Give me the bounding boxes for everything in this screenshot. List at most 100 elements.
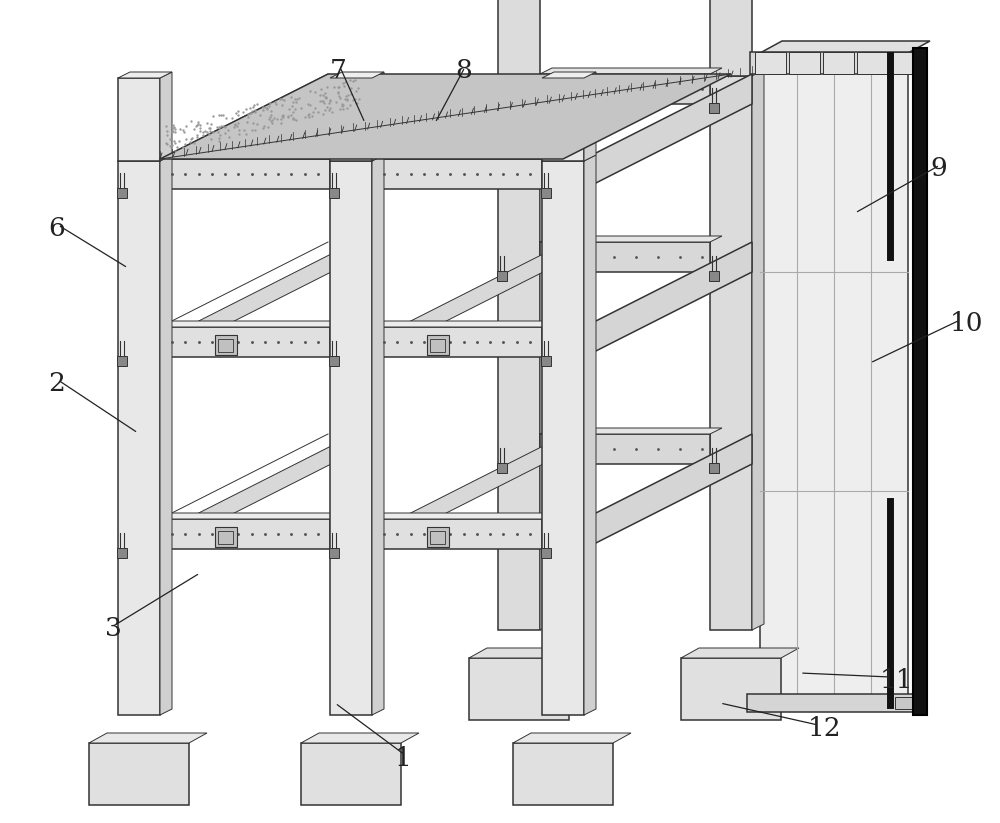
Bar — [117, 188, 127, 198]
Bar — [710, 76, 752, 630]
Text: 1: 1 — [395, 746, 412, 770]
Polygon shape — [89, 733, 207, 743]
Bar — [541, 356, 551, 366]
Bar — [215, 335, 237, 355]
Polygon shape — [760, 41, 930, 53]
Bar — [329, 356, 339, 366]
Bar — [498, 0, 540, 76]
Polygon shape — [330, 72, 384, 78]
Polygon shape — [469, 648, 587, 658]
Bar — [160, 519, 330, 549]
Bar — [218, 339, 233, 352]
Bar — [760, 53, 908, 710]
Text: 12: 12 — [808, 715, 842, 741]
Polygon shape — [160, 72, 172, 161]
Bar — [540, 242, 710, 272]
Bar — [118, 78, 160, 161]
Bar — [160, 159, 330, 189]
Bar — [895, 697, 917, 709]
Bar — [330, 78, 372, 161]
Polygon shape — [160, 155, 172, 715]
Bar — [747, 694, 913, 712]
Polygon shape — [372, 72, 384, 161]
Polygon shape — [542, 72, 596, 78]
Polygon shape — [584, 74, 752, 189]
Polygon shape — [175, 440, 343, 543]
Bar — [513, 743, 613, 805]
Bar — [160, 327, 330, 357]
Text: 8: 8 — [455, 58, 472, 82]
Polygon shape — [584, 155, 596, 715]
Bar — [430, 531, 445, 544]
Bar — [709, 463, 719, 473]
Bar — [427, 527, 449, 547]
Polygon shape — [540, 236, 722, 242]
Bar — [497, 463, 507, 473]
Bar — [913, 48, 927, 715]
Text: 7: 7 — [330, 58, 347, 82]
Polygon shape — [513, 733, 631, 743]
Bar — [755, 52, 786, 74]
Bar — [329, 548, 339, 558]
Polygon shape — [681, 648, 799, 658]
Bar — [329, 188, 339, 198]
Polygon shape — [387, 440, 555, 543]
Bar — [372, 159, 542, 189]
Bar — [117, 548, 127, 558]
Bar — [710, 0, 752, 76]
Bar — [430, 339, 445, 352]
Polygon shape — [160, 513, 342, 519]
Bar — [857, 52, 888, 74]
Bar — [498, 76, 540, 630]
Text: 2: 2 — [48, 370, 65, 396]
Bar — [681, 658, 781, 720]
Polygon shape — [752, 70, 764, 630]
Bar — [89, 743, 189, 805]
Text: 6: 6 — [48, 216, 65, 240]
Polygon shape — [584, 242, 752, 357]
Bar — [218, 531, 233, 544]
Bar — [540, 434, 710, 464]
Text: 9: 9 — [930, 156, 947, 180]
Bar — [823, 52, 854, 74]
Bar — [497, 103, 507, 113]
Polygon shape — [175, 248, 343, 351]
Text: 11: 11 — [880, 667, 914, 692]
Text: 10: 10 — [950, 310, 984, 336]
Bar — [750, 52, 920, 74]
Bar — [427, 335, 449, 355]
Bar — [891, 52, 922, 74]
Polygon shape — [372, 321, 554, 327]
Bar — [301, 743, 401, 805]
Bar — [469, 658, 569, 720]
Polygon shape — [387, 80, 555, 183]
Polygon shape — [118, 72, 172, 78]
Polygon shape — [540, 68, 722, 74]
Polygon shape — [540, 70, 552, 630]
Text: 3: 3 — [105, 616, 122, 640]
Polygon shape — [175, 80, 343, 183]
Polygon shape — [160, 321, 342, 327]
Polygon shape — [387, 248, 555, 351]
Bar — [709, 103, 719, 113]
Bar — [789, 52, 820, 74]
Bar — [372, 327, 542, 357]
Bar — [330, 161, 372, 715]
Polygon shape — [540, 428, 722, 434]
Bar — [215, 527, 237, 547]
Bar — [118, 161, 160, 715]
Polygon shape — [160, 74, 731, 159]
Polygon shape — [160, 153, 342, 159]
Bar — [497, 271, 507, 281]
Polygon shape — [372, 153, 554, 159]
Bar — [372, 519, 542, 549]
Bar — [542, 161, 584, 715]
Bar — [709, 271, 719, 281]
Bar — [117, 356, 127, 366]
Polygon shape — [584, 434, 752, 549]
Bar — [541, 548, 551, 558]
Polygon shape — [372, 513, 554, 519]
Polygon shape — [301, 733, 419, 743]
Bar — [542, 78, 584, 161]
Polygon shape — [584, 72, 596, 161]
